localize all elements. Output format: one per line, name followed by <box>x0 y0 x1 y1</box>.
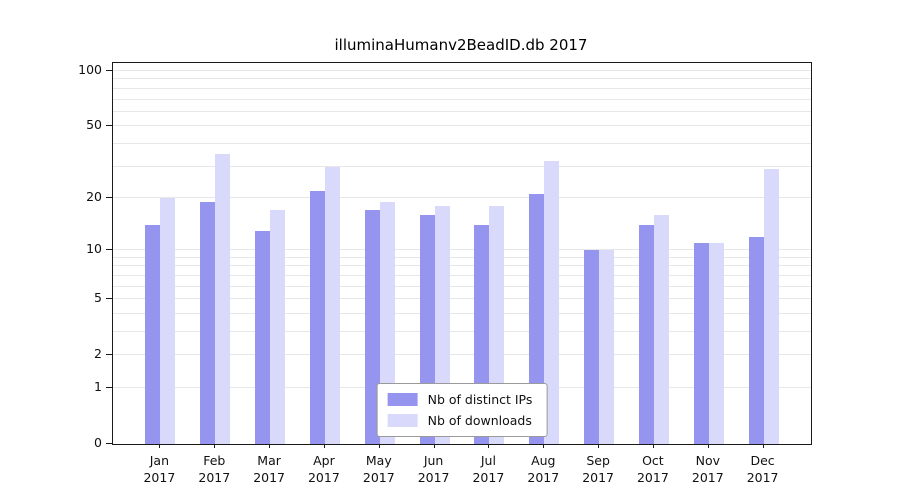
x-tick-label: Apr 2017 <box>307 453 340 485</box>
x-tick-mark <box>159 444 161 448</box>
gridline <box>113 87 811 89</box>
bar-distinct-ips <box>638 225 654 444</box>
x-tick-mark <box>323 444 325 448</box>
gridline <box>113 298 811 300</box>
y-tick-mark <box>106 249 112 251</box>
gridline <box>113 142 811 144</box>
bar-distinct-ips <box>145 225 161 444</box>
x-tick-label: Jun 2017 <box>417 453 450 485</box>
gridline <box>113 125 811 127</box>
y-tick-mark <box>106 196 112 198</box>
y-tick-mark <box>106 298 112 300</box>
gridline <box>113 110 811 112</box>
x-tick-label: Aug 2017 <box>527 453 560 485</box>
bar-downloads <box>270 210 286 444</box>
legend-label: Nb of distinct IPs <box>427 392 533 407</box>
y-tick-label: 5 <box>94 290 102 306</box>
x-tick-label: Jan 2017 <box>143 453 176 485</box>
y-tick-mark <box>106 70 112 71</box>
x-tick-mark <box>652 444 654 448</box>
x-tick-mark <box>543 444 545 448</box>
gridline <box>113 256 811 258</box>
x-tick-label: Sep 2017 <box>582 453 614 485</box>
x-tick-mark <box>488 444 490 448</box>
x-tick-label: Nov 2017 <box>691 453 724 485</box>
x-tick-mark <box>378 444 380 448</box>
y-tick-label: 10 <box>86 241 102 257</box>
bar-distinct-ips <box>200 201 216 444</box>
y-tick-mark <box>106 125 112 127</box>
x-tick-mark <box>269 444 271 448</box>
gridline <box>113 265 811 267</box>
gridline <box>113 165 811 167</box>
bar-distinct-ips <box>255 230 271 444</box>
bar-downloads <box>708 243 724 444</box>
x-tick-label: Mar 2017 <box>253 453 285 485</box>
gridline <box>113 312 811 314</box>
x-tick-mark <box>707 444 709 448</box>
y-tick-label: 50 <box>86 117 102 133</box>
x-tick-mark <box>214 444 216 448</box>
bar-distinct-ips <box>364 210 380 444</box>
gridline <box>113 196 811 198</box>
y-tick-mark <box>106 354 112 356</box>
gridline <box>113 331 811 332</box>
gridline <box>113 98 811 100</box>
bar-distinct-ips <box>529 194 545 444</box>
bar-downloads <box>763 169 779 444</box>
legend-swatch-distinct-ips <box>387 393 418 406</box>
y-tick-mark <box>106 387 112 388</box>
bar-distinct-ips <box>693 243 709 444</box>
x-tick-mark <box>433 444 435 448</box>
legend-row: Nb of distinct IPs <box>387 392 533 407</box>
bar-downloads <box>544 161 560 444</box>
bar-downloads <box>160 197 176 444</box>
gridline <box>113 70 811 71</box>
y-tick-mark <box>106 443 112 444</box>
x-tick-label: Oct 2017 <box>636 453 669 485</box>
bar-distinct-ips <box>584 250 600 444</box>
gridline <box>113 285 811 287</box>
bar-downloads <box>215 154 231 444</box>
y-tick-label: 2 <box>94 346 102 362</box>
x-tick-mark <box>598 444 600 448</box>
gridline <box>113 78 811 80</box>
legend-swatch-downloads <box>387 414 418 427</box>
bar-distinct-ips <box>748 236 764 444</box>
bar-downloads <box>653 215 669 444</box>
gridline <box>113 249 811 251</box>
bar-distinct-ips <box>309 190 325 444</box>
x-tick-label: Feb 2017 <box>198 453 231 485</box>
gridline <box>113 274 811 276</box>
y-tick-label: 1 <box>94 379 102 394</box>
legend: Nb of distinct IPs Nb of downloads <box>376 383 548 437</box>
y-tick-label: 100 <box>78 62 102 77</box>
x-tick-label: Dec 2017 <box>746 453 779 485</box>
plot-area: Nb of distinct IPs Nb of downloads <box>112 62 812 445</box>
legend-row: Nb of downloads <box>387 413 533 428</box>
x-tick-label: May 2017 <box>362 453 395 485</box>
gridline <box>113 354 811 356</box>
bar-downloads <box>324 166 340 444</box>
chart-title: illuminaHumanv2BeadID.db 2017 <box>334 36 588 54</box>
y-tick-label: 20 <box>86 188 102 204</box>
bar-downloads <box>599 250 615 444</box>
x-tick-mark <box>762 444 764 448</box>
y-tick-label: 0 <box>94 435 102 450</box>
x-tick-label: Jul 2017 <box>472 453 505 485</box>
legend-label: Nb of downloads <box>427 413 532 428</box>
